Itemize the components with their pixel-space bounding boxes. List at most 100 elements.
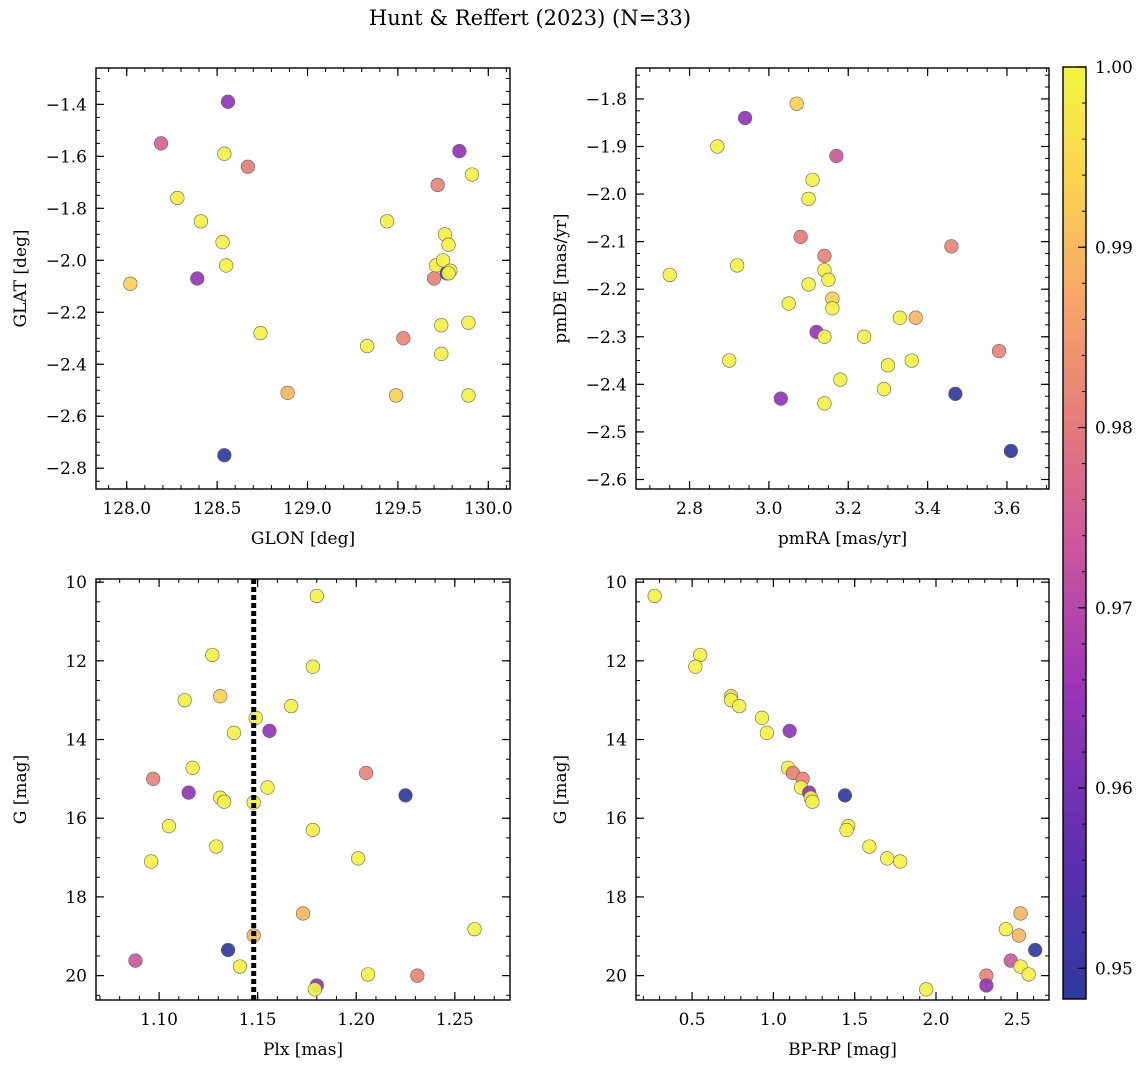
data-point[interactable] <box>881 359 895 373</box>
data-point[interactable] <box>909 311 923 325</box>
data-point[interactable] <box>306 660 320 674</box>
data-point[interactable] <box>306 823 320 837</box>
data-point[interactable] <box>730 259 744 273</box>
data-point[interactable] <box>806 795 820 809</box>
data-point[interactable] <box>397 331 411 345</box>
data-point[interactable] <box>949 387 963 401</box>
data-point[interactable] <box>826 301 840 315</box>
data-point[interactable] <box>830 149 844 163</box>
data-point[interactable] <box>435 318 449 332</box>
data-point[interactable] <box>1004 444 1018 458</box>
data-point[interactable] <box>178 693 192 707</box>
data-point[interactable] <box>144 855 158 869</box>
data-point[interactable] <box>351 852 365 866</box>
data-point[interactable] <box>435 347 449 361</box>
data-point[interactable] <box>310 589 324 603</box>
data-point[interactable] <box>802 192 816 206</box>
data-point[interactable] <box>893 855 907 869</box>
data-point[interactable] <box>380 215 394 229</box>
data-point[interactable] <box>980 979 994 993</box>
data-point[interactable] <box>389 389 403 403</box>
data-point[interactable] <box>468 922 482 936</box>
data-point[interactable] <box>221 95 235 109</box>
data-point[interactable] <box>465 168 479 182</box>
data-point[interactable] <box>411 969 425 983</box>
data-point[interactable] <box>453 144 467 158</box>
data-point[interactable] <box>171 191 185 205</box>
data-point[interactable] <box>427 272 441 286</box>
data-point[interactable] <box>209 840 223 854</box>
data-point[interactable] <box>783 724 797 738</box>
data-point[interactable] <box>790 97 804 111</box>
data-point[interactable] <box>1022 968 1036 982</box>
data-point[interactable] <box>877 382 891 396</box>
data-point[interactable] <box>129 954 143 968</box>
data-point[interactable] <box>213 689 227 703</box>
data-point[interactable] <box>818 397 832 411</box>
data-point[interactable] <box>218 448 232 462</box>
data-point[interactable] <box>431 178 445 192</box>
data-point[interactable] <box>219 259 233 273</box>
data-point[interactable] <box>146 772 160 786</box>
data-point[interactable] <box>442 238 456 252</box>
data-point[interactable] <box>154 137 168 151</box>
data-point[interactable] <box>838 789 852 803</box>
data-point[interactable] <box>442 267 456 281</box>
data-point[interactable] <box>863 840 877 854</box>
data-point[interactable] <box>992 344 1006 358</box>
data-point[interactable] <box>834 373 848 387</box>
data-point[interactable] <box>190 272 204 286</box>
data-point[interactable] <box>284 699 298 713</box>
data-point[interactable] <box>711 140 725 154</box>
data-point[interactable] <box>755 711 769 725</box>
data-point[interactable] <box>233 960 247 974</box>
data-point[interactable] <box>186 761 200 775</box>
data-point[interactable] <box>822 273 836 287</box>
data-point[interactable] <box>217 795 231 809</box>
data-point[interactable] <box>919 983 933 997</box>
data-point[interactable] <box>227 726 241 740</box>
data-point[interactable] <box>648 589 662 603</box>
data-point[interactable] <box>206 648 220 662</box>
data-point[interactable] <box>818 330 832 344</box>
data-point[interactable] <box>361 968 375 982</box>
data-point[interactable] <box>818 249 832 263</box>
data-point[interactable] <box>738 111 752 125</box>
data-point[interactable] <box>360 339 374 353</box>
data-point[interactable] <box>1012 929 1026 943</box>
data-point[interactable] <box>182 786 196 800</box>
data-point[interactable] <box>296 907 310 921</box>
data-point[interactable] <box>399 789 413 803</box>
data-point[interactable] <box>774 392 788 406</box>
data-point[interactable] <box>194 215 208 229</box>
data-point[interactable] <box>261 781 275 795</box>
data-point[interactable] <box>162 819 176 833</box>
data-point[interactable] <box>221 943 235 957</box>
data-point[interactable] <box>241 160 255 174</box>
data-point[interactable] <box>732 699 746 713</box>
data-point[interactable] <box>1014 907 1028 921</box>
data-point[interactable] <box>905 354 919 368</box>
data-point[interactable] <box>999 922 1013 936</box>
data-point[interactable] <box>802 278 816 292</box>
data-point[interactable] <box>893 311 907 325</box>
data-point[interactable] <box>794 230 808 244</box>
data-point[interactable] <box>880 852 894 866</box>
data-point[interactable] <box>218 147 232 161</box>
data-point[interactable] <box>806 173 820 187</box>
data-point[interactable] <box>663 268 677 282</box>
data-point[interactable] <box>722 354 736 368</box>
data-point[interactable] <box>281 386 295 400</box>
data-point[interactable] <box>308 983 322 997</box>
data-point[interactable] <box>462 389 476 403</box>
data-point[interactable] <box>840 823 854 837</box>
data-point[interactable] <box>254 326 268 340</box>
data-point[interactable] <box>1028 943 1042 957</box>
data-point[interactable] <box>689 660 703 674</box>
data-point[interactable] <box>124 277 138 291</box>
data-point[interactable] <box>216 235 230 249</box>
data-point[interactable] <box>263 724 277 738</box>
data-point[interactable] <box>945 240 959 254</box>
data-point[interactable] <box>857 330 871 344</box>
data-point[interactable] <box>782 297 796 311</box>
